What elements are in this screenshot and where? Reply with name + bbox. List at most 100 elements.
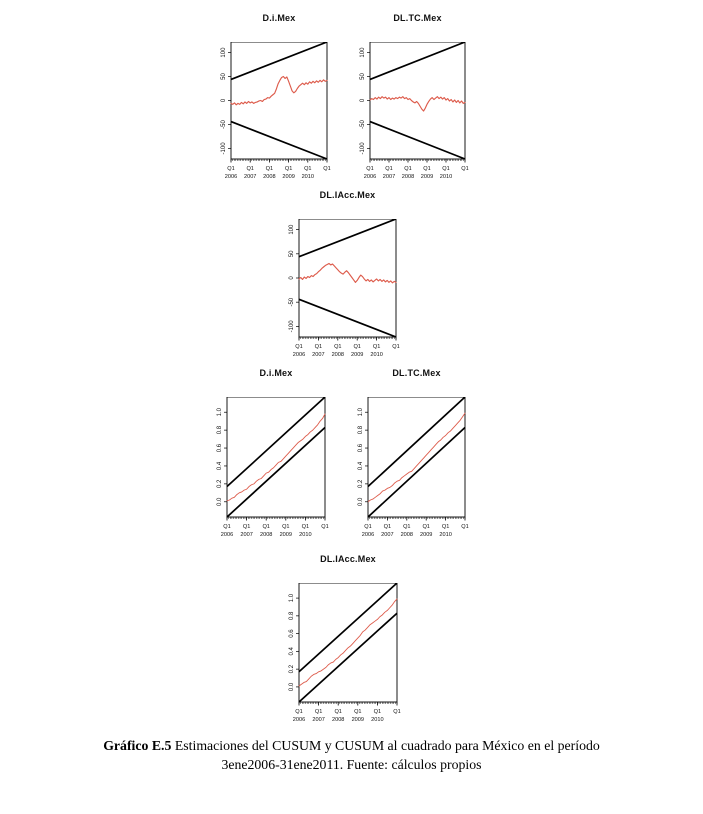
svg-text:0.0: 0.0 [358, 497, 364, 506]
plot-title: D.i.Mex [259, 368, 293, 378]
plot-canvas: -100 -50 0 50 100 Q1 2006 Q1 2007 Q1 2008 Q1 2009 Q1 2… [289, 219, 400, 358]
svg-text:100: 100 [289, 224, 295, 235]
svg-text:Q1: Q1 [461, 166, 468, 172]
plot-canvas: 0.0 0.2 0.4 0.6 0.8 1.0 Q1 2006 Q1 2007 Q1 2008 Q1 20… [217, 397, 329, 538]
svg-text:Q1: Q1 [262, 524, 269, 530]
svg-text:0.0: 0.0 [289, 682, 295, 691]
svg-text:Q1: Q1 [246, 166, 253, 172]
svg-text:2007: 2007 [240, 532, 252, 538]
svg-text:0.2: 0.2 [358, 479, 364, 488]
svg-text:0.6: 0.6 [217, 443, 223, 452]
svg-text:0: 0 [360, 98, 366, 102]
svg-text:Q1: Q1 [354, 709, 361, 715]
svg-text:1.0: 1.0 [289, 593, 295, 602]
svg-text:Q1: Q1 [334, 709, 341, 715]
svg-text:2007: 2007 [312, 717, 324, 723]
caption-line-1: Gráfico E.5 Estimaciones del CUSUM y CUS… [0, 736, 703, 755]
svg-text:2006: 2006 [362, 532, 374, 538]
svg-text:Q1: Q1 [227, 166, 234, 172]
svg-text:Q1: Q1 [366, 166, 373, 172]
svg-text:2009: 2009 [282, 174, 294, 180]
svg-text:0.4: 0.4 [289, 647, 295, 656]
svg-text:100: 100 [360, 47, 366, 58]
svg-text:2007: 2007 [383, 174, 395, 180]
svg-text:Q1: Q1 [243, 524, 250, 530]
plot-canvas: -100 -50 0 50 100 Q1 2006 Q1 2007 Q1 2008 Q1 2009 Q1 2… [221, 42, 331, 180]
svg-text:Q1: Q1 [304, 166, 311, 172]
svg-text:2008: 2008 [260, 532, 272, 538]
svg-text:2006: 2006 [221, 532, 233, 538]
svg-text:0.4: 0.4 [217, 461, 223, 470]
svg-text:Q1: Q1 [321, 524, 328, 530]
svg-text:Q1: Q1 [353, 344, 360, 350]
svg-text:2010: 2010 [302, 174, 314, 180]
svg-text:0.8: 0.8 [289, 611, 295, 620]
svg-text:Q1: Q1 [285, 166, 292, 172]
svg-text:Q1: Q1 [223, 524, 230, 530]
svg-text:-50: -50 [221, 119, 227, 128]
svg-text:Q1: Q1 [323, 166, 330, 172]
plot-title: DL.TC.Mex [392, 368, 441, 378]
svg-text:Q1: Q1 [373, 344, 380, 350]
svg-text:0: 0 [289, 276, 295, 280]
svg-text:Q1: Q1 [295, 709, 302, 715]
cusum-plot-dl-tc-mex: DL.TC.Mex -100 -50 0 50 100 Q1 2006 Q1 2007 Q1 200… [344, 13, 471, 185]
svg-text:Q1: Q1 [442, 524, 449, 530]
svg-text:-100: -100 [289, 320, 295, 333]
plot-title: DL.IAcc.Mex [320, 554, 376, 564]
plot-canvas: -100 -50 0 50 100 Q1 2006 Q1 2007 Q1 2008 Q1 2009 Q1 2… [360, 42, 469, 180]
svg-text:2006: 2006 [225, 174, 237, 180]
svg-text:2008: 2008 [401, 532, 413, 538]
svg-text:2008: 2008 [263, 174, 275, 180]
svg-text:1.0: 1.0 [358, 407, 364, 416]
svg-text:2010: 2010 [440, 174, 452, 180]
svg-text:Q1: Q1 [385, 166, 392, 172]
svg-text:Q1: Q1 [282, 524, 289, 530]
svg-text:-50: -50 [360, 119, 366, 128]
cusumsq-plot-dl-tc-mex: DL.TC.Mex 0.0 0.2 0.4 0.6 0.8 1.0 Q1 2006 Q1 2007… [342, 368, 471, 543]
svg-text:2009: 2009 [280, 532, 292, 538]
svg-text:Q1: Q1 [315, 344, 322, 350]
svg-text:Q1: Q1 [404, 166, 411, 172]
caption-line-2: 3ene2006-31ene2011. Fuente: cálculos pro… [221, 757, 482, 772]
figure-caption: Gráfico E.5 Estimaciones del CUSUM y CUS… [0, 736, 703, 774]
svg-text:2009: 2009 [421, 174, 433, 180]
svg-text:Q1: Q1 [423, 166, 430, 172]
svg-text:2008: 2008 [332, 717, 344, 723]
svg-text:Q1: Q1 [461, 524, 468, 530]
svg-text:-100: -100 [360, 142, 366, 155]
svg-text:2009: 2009 [352, 717, 364, 723]
svg-text:0.0: 0.0 [217, 497, 223, 506]
cusumsq-plot-d-i-mex: D.i.Mex 0.0 0.2 0.4 0.6 0.8 1.0 Q1 2006 Q1 2007 Q1… [201, 368, 331, 543]
svg-text:2006: 2006 [364, 174, 376, 180]
cusum-plot-dl-iacc-mex: DL.IAcc.Mex -100 -50 0 50 100 Q1 2006 Q1 2007 Q1 2… [273, 190, 402, 363]
svg-text:0.6: 0.6 [289, 629, 295, 638]
svg-text:Q1: Q1 [302, 524, 309, 530]
svg-text:100: 100 [221, 47, 227, 58]
svg-text:0.4: 0.4 [358, 461, 364, 470]
cusumsq-plot-dl-iacc-mex: DL.IAcc.Mex 0.0 0.2 0.4 0.6 0.8 1.0 Q1 2006 Q1 20… [273, 554, 403, 728]
svg-text:0: 0 [221, 98, 227, 102]
svg-text:-100: -100 [221, 142, 227, 155]
svg-text:2008: 2008 [402, 174, 414, 180]
svg-text:50: 50 [221, 73, 227, 80]
svg-text:1.0: 1.0 [217, 407, 223, 416]
svg-text:2009: 2009 [420, 532, 432, 538]
svg-text:2006: 2006 [293, 717, 305, 723]
svg-text:2010: 2010 [299, 532, 311, 538]
svg-text:0.6: 0.6 [358, 443, 364, 452]
svg-text:2010: 2010 [439, 532, 451, 538]
svg-text:2007: 2007 [244, 174, 256, 180]
svg-text:-50: -50 [289, 297, 295, 306]
svg-text:Q1: Q1 [374, 709, 381, 715]
svg-text:Q1: Q1 [442, 166, 449, 172]
svg-text:Q1: Q1 [334, 344, 341, 350]
plot-title: D.i.Mex [262, 13, 296, 23]
svg-text:2010: 2010 [371, 717, 383, 723]
svg-text:2007: 2007 [312, 352, 324, 358]
svg-text:Q1: Q1 [315, 709, 322, 715]
svg-text:Q1: Q1 [393, 709, 400, 715]
svg-text:Q1: Q1 [266, 166, 273, 172]
